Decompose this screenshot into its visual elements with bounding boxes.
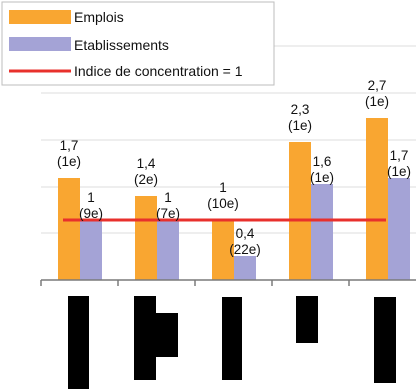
bar-emplois-0 <box>58 178 80 280</box>
bar-etablissements-0 <box>80 220 102 280</box>
data-label-emplois-1: 1,4 <box>137 156 156 171</box>
data-labels: 1,7(1e) 1,4(2e)1(10e)2,3(1e)2,7(1e)1(9e)1… <box>57 78 411 257</box>
black-rectangle-icon-0-0 <box>68 296 89 389</box>
legend-swatch-emplois <box>9 10 71 24</box>
rank-label-etablissements-0: (9e) <box>79 206 103 221</box>
bar-emplois-3 <box>289 142 311 280</box>
category-icons <box>68 296 396 389</box>
data-label-emplois-2: 1 <box>219 180 227 195</box>
rank-label-emplois-4: (1e) <box>365 94 389 109</box>
legend-swatch-etablissements <box>9 37 71 51</box>
rank-label-emplois-3: (1e) <box>288 118 312 133</box>
bar-etablissements-4 <box>388 178 410 280</box>
data-label-etablissements-4: 1,7 <box>390 148 409 163</box>
data-label-etablissements-3: 1,6 <box>313 154 332 169</box>
legend-label-indice: Indice de concentration = 1 <box>74 63 243 79</box>
data-label-etablissements-0: 1 <box>87 190 95 205</box>
bars <box>58 118 410 280</box>
bar-emplois-2 <box>212 220 234 280</box>
bar-etablissements-3 <box>311 184 333 280</box>
rank-label-emplois-1: (2e) <box>134 172 158 187</box>
data-label-emplois-0: 1,7 <box>60 138 79 153</box>
data-label-emplois-3: 2,3 <box>291 102 310 117</box>
legend: Emplois Etablissements Indice de concent… <box>1 1 275 86</box>
bar-emplois-1 <box>135 196 157 280</box>
bar-etablissements-1 <box>157 220 179 280</box>
legend-label-emplois: Emplois <box>74 9 124 25</box>
rank-label-etablissements-1: (7e) <box>156 206 180 221</box>
data-label-emplois-4: 2,7 <box>368 78 387 93</box>
black-rectangle-icon-2-0 <box>222 297 242 380</box>
data-label-etablissements-2: 0,4 <box>236 226 255 241</box>
data-label-etablissements-1: 1 <box>164 190 172 205</box>
rank-label-etablissements-3: (1e) <box>310 170 334 185</box>
black-rectangles-icon-1-0 <box>134 296 156 380</box>
x-axis <box>40 279 416 286</box>
rank-label-emplois-0: (1e) <box>57 154 81 169</box>
legend-label-etablissements: Etablissements <box>74 37 169 53</box>
bar-etablissements-2 <box>234 256 256 280</box>
rank-label-etablissements-2: (22e) <box>229 242 261 257</box>
bar-emplois-4 <box>366 118 388 280</box>
black-rectangle-icon-4-0 <box>374 297 396 383</box>
black-rectangle-icon-3-0 <box>296 296 318 343</box>
rank-label-etablissements-4: (1e) <box>387 164 411 179</box>
rank-label-emplois-2: (10e) <box>207 196 239 211</box>
black-rectangles-icon-1-1 <box>156 313 178 357</box>
